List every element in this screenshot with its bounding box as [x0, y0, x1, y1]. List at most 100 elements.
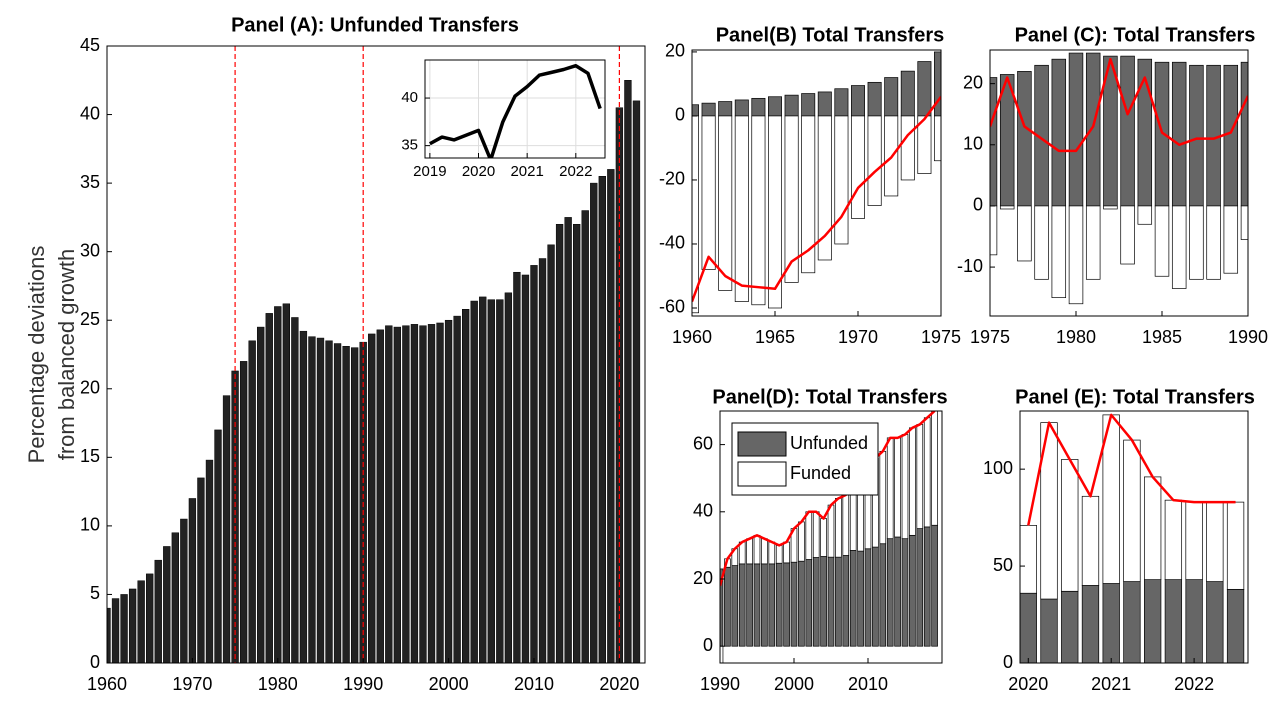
bar [316, 337, 325, 663]
bar-segment [886, 437, 894, 540]
y-tick-label: 20 [665, 41, 685, 61]
bar-segment [923, 417, 931, 528]
x-tick-label: 1965 [755, 327, 795, 347]
y-tick-label: 60 [693, 433, 713, 453]
x-tick-label: 2020 [599, 674, 639, 694]
bar [410, 324, 419, 663]
bar-segment [884, 77, 899, 117]
bar [607, 169, 615, 663]
bar-segment [1034, 205, 1049, 280]
bar-segment [1061, 590, 1079, 663]
bar-segment [753, 563, 761, 647]
bar-segment [849, 550, 857, 647]
bar-segment [768, 541, 776, 565]
bar-segment [1154, 205, 1170, 277]
data-line [692, 95, 941, 303]
data-line [429, 63, 602, 158]
x-tick-label: 1975 [921, 327, 961, 347]
bar [248, 340, 256, 663]
x-tick-label: 2020 [1008, 674, 1048, 694]
bar-segment [768, 96, 782, 117]
bar-segment [1068, 205, 1084, 305]
bar [479, 296, 487, 663]
bar-segment [784, 94, 799, 117]
bar-segment [1020, 525, 1037, 594]
bar-segment [851, 85, 865, 117]
legend-swatch [737, 461, 787, 487]
y-tick-label: -60 [659, 297, 685, 317]
bar-segment [820, 518, 827, 557]
bar [282, 303, 290, 663]
marks [1020, 413, 1245, 663]
bar-segment [990, 77, 998, 207]
bar-segment [1171, 61, 1187, 207]
marks [692, 51, 941, 314]
bar [222, 395, 231, 663]
x-tick-label: 1970 [838, 327, 878, 347]
bar-segment [999, 205, 1015, 210]
data-line [1027, 413, 1236, 526]
bar-segment [724, 566, 731, 647]
bar-segment [761, 563, 768, 647]
bar-segment [738, 563, 746, 647]
x-tick-label: 2010 [514, 674, 554, 694]
bar [530, 265, 538, 663]
y-tick-label: 100 [983, 458, 1013, 478]
panel: 35 40 2019 2020 2021 2022 [401, 59, 606, 180]
bar-segment [1061, 459, 1079, 592]
bar [504, 292, 513, 663]
bar-segment [768, 563, 776, 647]
x-tick-label: 2021 [1091, 674, 1131, 694]
legend-label: Funded [790, 463, 851, 483]
bar [453, 315, 461, 663]
bar [521, 274, 530, 663]
bar [632, 100, 641, 663]
bar-segment [751, 115, 766, 306]
bar [547, 244, 555, 663]
bar-segment [900, 115, 915, 181]
bar [573, 223, 581, 663]
x-tick-label: 2010 [848, 674, 888, 694]
bar [239, 361, 248, 663]
bar [564, 217, 572, 663]
bar [462, 309, 470, 663]
panel: Panel(B) Total Transfers -60 -40 -20 0 20 1960… [659, 24, 961, 346]
bar [128, 588, 137, 663]
x-tick-label: 1960 [87, 674, 127, 694]
x-tick-label: 2019 [413, 163, 446, 180]
bar-segment [827, 504, 835, 558]
x-tick-label: 1985 [1142, 327, 1182, 347]
bar-segment [692, 104, 699, 117]
bar [513, 271, 521, 663]
bar-segment [1081, 495, 1100, 586]
axes-box [106, 45, 646, 664]
bar [624, 80, 632, 663]
bar-segment [775, 562, 783, 647]
x-tick-label: 1960 [672, 327, 712, 347]
bar-segment [1185, 579, 1203, 663]
bar-segment [1020, 592, 1037, 663]
bar [444, 319, 453, 663]
bar [257, 326, 265, 663]
bar-segment [761, 538, 768, 565]
bar [555, 223, 564, 663]
x-tick-label: 2021 [510, 163, 543, 180]
x-tick-label: 1990 [1228, 327, 1268, 347]
y-tick-label: -40 [659, 233, 685, 253]
y-axis-label: from balanced growth [54, 249, 79, 461]
bar-segment [872, 546, 879, 647]
bar-segment [1164, 579, 1183, 663]
y-axis-label: Percentage deviations [24, 246, 49, 464]
bar-segment [798, 560, 805, 647]
panel: Panel (C): Total Transfers -10 0 10 20 1975 19… [957, 24, 1268, 346]
bar-segment [1120, 55, 1135, 207]
panel-title: Panel (A): Unfunded Transfers [231, 14, 519, 36]
y-tick-label: -10 [957, 256, 983, 276]
x-tick-label: 2000 [774, 674, 814, 694]
bar [427, 324, 436, 663]
y-tick-label: 0 [675, 105, 685, 125]
marks [429, 63, 602, 158]
bar-segment [1123, 439, 1141, 582]
bar-segment [805, 511, 813, 560]
